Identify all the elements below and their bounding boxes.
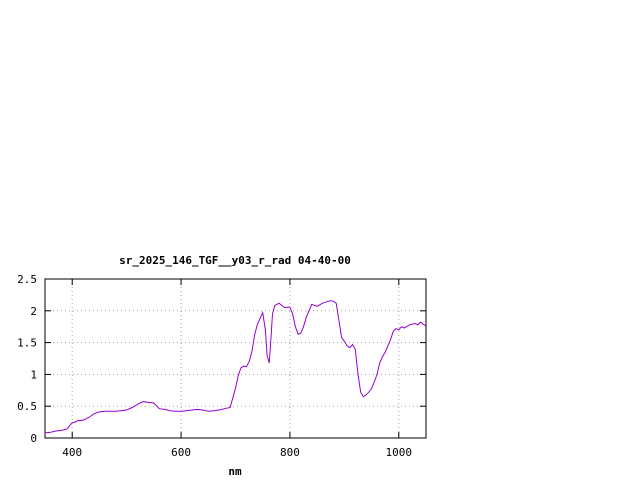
grid-lines <box>45 279 426 438</box>
series <box>44 300 427 434</box>
y-tick-label: 1 <box>30 368 37 381</box>
x-tick-label: 1000 <box>386 446 413 459</box>
series-line <box>44 300 427 434</box>
tick-marks <box>45 278 426 439</box>
plot-frame <box>44 278 427 439</box>
y-tick-label: 0 <box>30 432 37 445</box>
tick-labels: 400 600 800 1000 0 0.5 1 1.5 2 2.5 <box>17 273 412 459</box>
y-tick-label: 2 <box>30 305 37 318</box>
axes <box>44 278 427 439</box>
y-tick-label: 1.5 <box>17 337 37 350</box>
x-axis-label: nm <box>228 465 242 478</box>
chart-title: sr_2025_146_TGF__y03_r_rad 04-40-00 <box>119 254 351 267</box>
y-tick-label: 0.5 <box>17 400 37 413</box>
y-tick-label: 2.5 <box>17 273 37 286</box>
x-tick-label: 400 <box>62 446 82 459</box>
x-tick-label: 600 <box>171 446 191 459</box>
x-tick-label: 800 <box>280 446 300 459</box>
